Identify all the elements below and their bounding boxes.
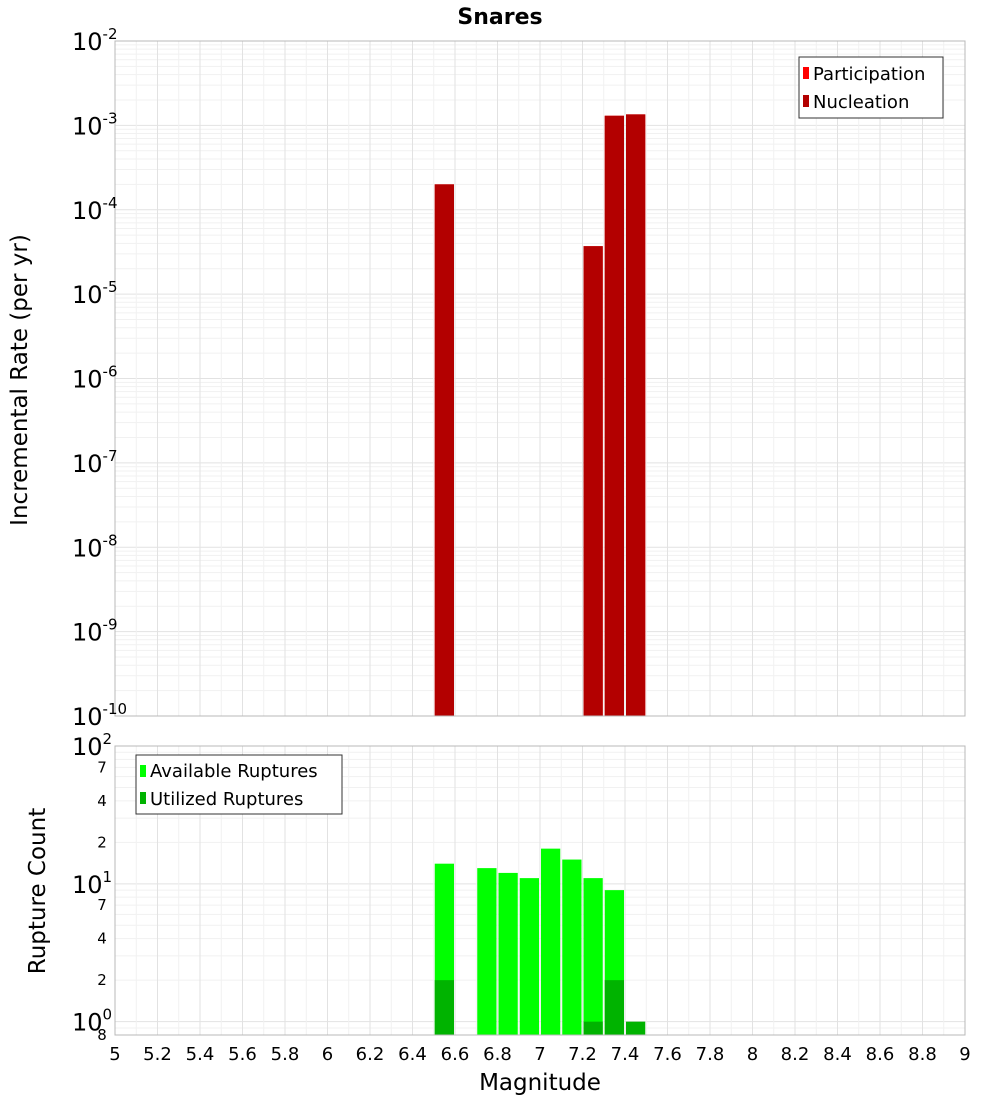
bar-utilized-ruptures-6.55 [434, 980, 454, 1035]
rupture-count-bars [434, 848, 646, 1035]
incremental-rate-grid [114, 41, 966, 716]
y-tick-label-7: 10-7 [72, 447, 118, 478]
y-tick-label-8: 10-8 [72, 531, 118, 562]
incremental-rate-bars [434, 114, 646, 717]
rupture-count-y-axis-label: Rupture Count [25, 808, 51, 974]
incremental-rate-panel: 10-10 10-9 10-8 10-7 10-6 10-5 10-4 10-3 10-2 In… [7, 25, 966, 731]
y-minor-tick-label: 2 [97, 833, 107, 851]
x-tick-label-5: 5 [109, 1044, 120, 1065]
x-tick-label-7-8: 7.8 [696, 1044, 725, 1065]
y-tick-label-2: 10-2 [72, 25, 118, 56]
x-tick-label-7-6: 7.6 [653, 1044, 682, 1065]
y-minor-tick-label: 4 [97, 930, 107, 948]
bar-utilized-ruptures-7.25 [583, 1021, 603, 1035]
y-minor-tick-label: 7 [97, 758, 107, 776]
bar-nucleation-7.25 [583, 246, 603, 716]
x-tick-label-5-4: 5.4 [186, 1044, 215, 1065]
y-tick-label-1: 101 [72, 868, 112, 899]
y-tick-label-4: 10-4 [72, 194, 118, 225]
y-tick-label-0: 100 [72, 1006, 112, 1037]
incremental-rate-legend: Participation Nucleation [798, 56, 944, 119]
y-tick-label-6: 10-6 [72, 363, 118, 394]
x-tick-label-7-2: 7.2 [568, 1044, 597, 1065]
legend-swatch-nucleation [803, 95, 809, 107]
x-tick-label-5-8: 5.8 [271, 1044, 300, 1065]
legend-label-participation: Participation [813, 64, 925, 85]
rupture-count-legend: Available Ruptures Utilized Ruptures [135, 754, 343, 815]
bar-nucleation-6.55 [434, 184, 454, 717]
x-tick-label-6: 6 [322, 1044, 333, 1065]
x-tick-label-5-2: 5.2 [143, 1044, 172, 1065]
x-tick-label-9: 9 [959, 1044, 970, 1065]
y-minor-tick-label: 4 [97, 792, 107, 810]
y-minor-tick-label: 7 [97, 896, 107, 914]
bar-available-ruptures-6.75 [477, 868, 497, 1035]
x-tick-label-6-8: 6.8 [483, 1044, 512, 1065]
y-tick-label-5: 10-5 [72, 278, 118, 309]
bar-nucleation-7.45 [626, 114, 646, 716]
bar-utilized-ruptures-7.35 [604, 980, 624, 1035]
legend-swatch-utilized-ruptures [140, 792, 146, 804]
y-tick-label-3: 10-3 [72, 109, 118, 140]
bar-available-ruptures-7.15 [562, 859, 582, 1035]
y-tick-label-10: 10-10 [72, 700, 127, 731]
x-tick-label-8-4: 8.4 [823, 1044, 852, 1065]
legend-label-utilized-ruptures: Utilized Ruptures [150, 789, 303, 810]
incremental-rate-y-ticks: 10-10 10-9 10-8 10-7 10-6 10-5 10-4 10-3 10-2 [72, 25, 127, 731]
incremental-rate-y-axis-label: Incremental Rate (per yr) [7, 234, 33, 526]
x-tick-label-6-4: 6.4 [398, 1044, 427, 1065]
x-tick-label-8-2: 8.2 [781, 1044, 810, 1065]
x-tick-label-8: 8 [747, 1044, 758, 1065]
legend-label-available-ruptures: Available Ruptures [150, 761, 318, 782]
rupture-count-y-ticks: 100 101 102 8 2 4 7 2 4 7 [72, 730, 112, 1044]
x-tick-label-6-6: 6.6 [441, 1044, 470, 1065]
bar-available-ruptures-7.05 [541, 848, 561, 1035]
incremental-rate-legend-box [798, 56, 944, 119]
y-tick-label-2: 102 [72, 730, 112, 761]
x-tick-label-8-6: 8.6 [866, 1044, 895, 1065]
bar-available-ruptures-7.25 [583, 878, 603, 1035]
legend-label-nucleation: Nucleation [813, 92, 909, 113]
y-minor-tick-label: 2 [97, 971, 107, 989]
bar-available-ruptures-6.95 [519, 878, 539, 1035]
bar-nucleation-7.35 [604, 115, 624, 716]
y-minor-tick-label: 8 [97, 1026, 107, 1044]
legend-swatch-participation [803, 67, 809, 79]
incremental-rate-plot-border [114, 40, 966, 717]
x-tick-label-7: 7 [534, 1044, 545, 1065]
rupture-count-panel: 100 101 102 8 2 4 7 2 4 7 5 5.2 5.4 5.6 5.8 6 6.2 6.4 6.6… [25, 730, 971, 1096]
y-tick-label-9: 10-9 [72, 616, 118, 647]
bar-available-ruptures-6.85 [498, 872, 518, 1035]
legend-swatch-available-ruptures [140, 765, 146, 777]
x-tick-label-5-6: 5.6 [228, 1044, 257, 1065]
x-tick-label-6-2: 6.2 [356, 1044, 385, 1065]
rupture-count-plot-border [114, 745, 966, 1036]
x-tick-label-8-8: 8.8 [908, 1044, 937, 1065]
rupture-count-legend-box [135, 754, 343, 815]
bar-utilized-ruptures-7.45 [626, 1021, 646, 1035]
magnitude-x-axis-label: Magnitude [479, 1070, 601, 1096]
x-tick-label-7-4: 7.4 [611, 1044, 640, 1065]
magnitude-x-ticks: 5 5.2 5.4 5.6 5.8 6 6.2 6.4 6.6 6.8 7 7.2 7.4 7.6 7.8 8… [109, 1044, 970, 1065]
chart-title: Snares [457, 5, 542, 30]
